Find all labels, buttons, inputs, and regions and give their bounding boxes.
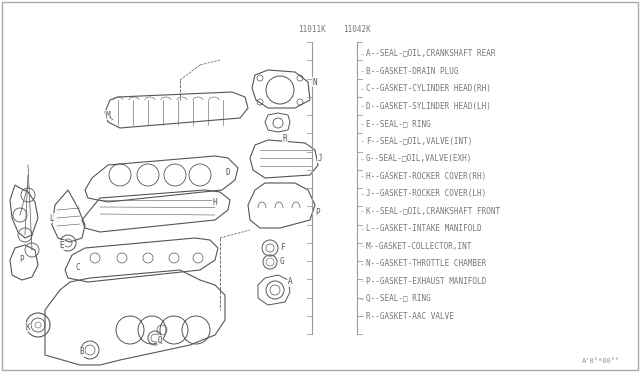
Text: P: P (20, 256, 24, 264)
Text: K: K (26, 323, 30, 331)
Text: C: C (76, 263, 80, 273)
Text: R: R (283, 134, 287, 142)
Text: P: P (316, 208, 320, 217)
Text: G--SEAL-□OIL,VALVE(EXH): G--SEAL-□OIL,VALVE(EXH) (366, 154, 472, 163)
Text: M: M (106, 110, 110, 119)
Text: D--GASKET-SYLINDER HEAD(LH): D--GASKET-SYLINDER HEAD(LH) (366, 102, 491, 111)
Text: L--GASKET-INTAKE MANIFOLD: L--GASKET-INTAKE MANIFOLD (366, 224, 482, 233)
Text: P--GASKET-EXHAUST MANIFOLD: P--GASKET-EXHAUST MANIFOLD (366, 277, 486, 286)
Text: C--GASKET-CYLINDER HEAD(RH): C--GASKET-CYLINDER HEAD(RH) (366, 84, 491, 93)
Text: E--SEAL-□ RING: E--SEAL-□ RING (366, 119, 431, 128)
Text: F: F (280, 244, 284, 253)
Text: D: D (226, 167, 230, 176)
Text: J--GASKET-ROCKER COVER(LH): J--GASKET-ROCKER COVER(LH) (366, 189, 486, 198)
Text: A--SEAL-□OIL,CRANKSHAFT REAR: A--SEAL-□OIL,CRANKSHAFT REAR (366, 49, 495, 58)
Text: H: H (212, 198, 218, 206)
Text: 11011K: 11011K (298, 25, 326, 34)
Text: Q--SEAL-□ RING: Q--SEAL-□ RING (366, 294, 431, 303)
Text: B--GASKET-DRAIN PLUG: B--GASKET-DRAIN PLUG (366, 67, 458, 76)
Text: J: J (317, 154, 323, 163)
Text: F--SEAL-□OIL,VALVE(INT): F--SEAL-□OIL,VALVE(INT) (366, 137, 472, 146)
Text: M--GASKET-COLLECTOR,INT: M--GASKET-COLLECTOR,INT (366, 242, 472, 251)
Text: A'0°*00°°: A'0°*00°° (582, 358, 620, 364)
Text: G: G (280, 257, 284, 266)
Text: E: E (60, 241, 64, 250)
Text: K--SEAL-□OIL,CRANKSHAFT FRONT: K--SEAL-□OIL,CRANKSHAFT FRONT (366, 207, 500, 216)
Text: A: A (288, 278, 292, 286)
Text: N--GASKET-THROTTLE CHAMBER: N--GASKET-THROTTLE CHAMBER (366, 259, 486, 268)
Text: B: B (80, 347, 84, 356)
Text: Q: Q (157, 336, 163, 344)
Text: N: N (313, 77, 317, 87)
Text: 11042K: 11042K (343, 25, 371, 34)
Text: R--GASKET-AAC VALVE: R--GASKET-AAC VALVE (366, 312, 454, 321)
Text: H--GASKET-ROCKER COVER(RH): H--GASKET-ROCKER COVER(RH) (366, 172, 486, 181)
Text: L: L (50, 214, 54, 222)
